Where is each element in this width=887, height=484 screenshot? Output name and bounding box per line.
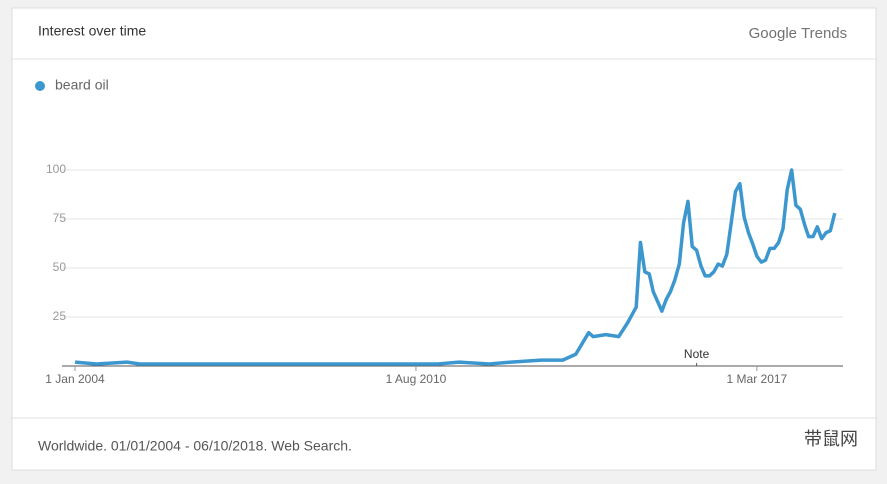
footer-text: Worldwide. 01/01/2004 - 06/10/2018. Web …: [38, 438, 352, 454]
y-tick-label: 75: [53, 211, 67, 225]
x-tick-label: 1 Aug 2010: [386, 372, 447, 386]
watermark: 带鼠网: [804, 429, 858, 449]
annotation: Note: [684, 347, 710, 361]
header-title: Interest over time: [38, 23, 146, 39]
y-tick-label: 50: [53, 260, 67, 274]
card: [11, 7, 877, 471]
legend-label: beard oil: [55, 77, 109, 93]
y-tick-label: 100: [46, 162, 66, 176]
legend-marker: [35, 81, 45, 91]
x-tick-label: 1 Jan 2004: [45, 372, 105, 386]
logo-product: Trends: [801, 25, 847, 42]
x-tick-label: 1 Mar 2017: [727, 372, 788, 386]
logo-brand: Google: [749, 25, 797, 42]
y-tick-label: 25: [53, 309, 67, 323]
series-line: [74, 168, 837, 366]
